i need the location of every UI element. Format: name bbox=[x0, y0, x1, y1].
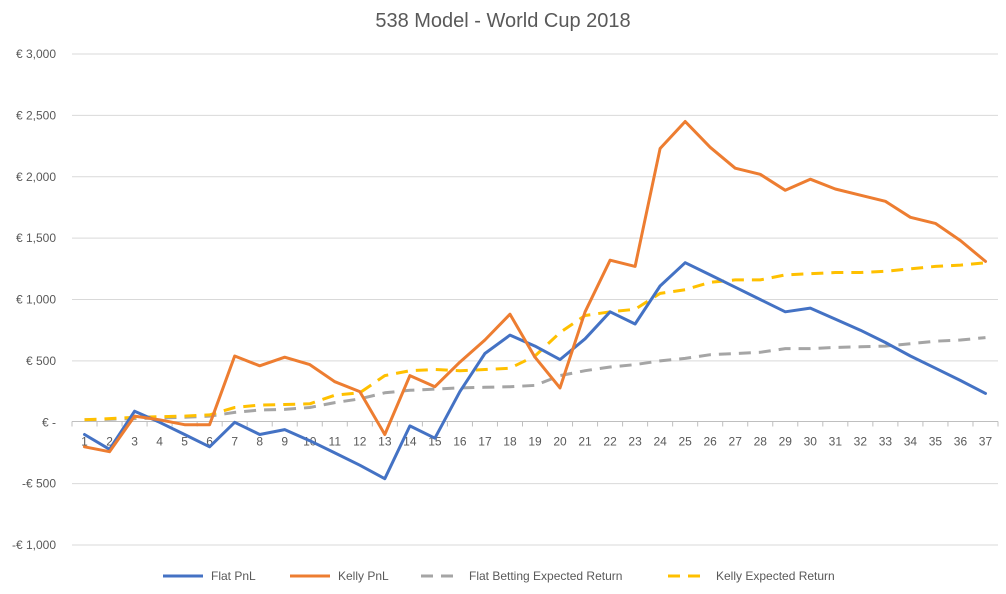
x-tick-label: 17 bbox=[478, 435, 492, 449]
legend-label: Flat Betting Expected Return bbox=[469, 569, 622, 583]
gridlines bbox=[72, 53, 998, 546]
x-tick-label: 32 bbox=[854, 435, 868, 449]
x-tick-label: 7 bbox=[231, 435, 238, 449]
series-line-flat-pnl bbox=[83, 261, 987, 481]
x-tick-label: 18 bbox=[503, 435, 517, 449]
x-tick-label: 27 bbox=[729, 435, 743, 449]
x-tick-label: 36 bbox=[954, 435, 968, 449]
legend-label: Kelly PnL bbox=[338, 569, 389, 583]
x-tick-label: 26 bbox=[704, 435, 718, 449]
legend: Flat PnL Kelly PnL Flat Betting Expected R… bbox=[163, 569, 835, 583]
x-tick-label: 5 bbox=[181, 435, 188, 449]
y-tick-label: -€ 500 bbox=[22, 477, 56, 491]
x-tick-label: 12 bbox=[353, 435, 367, 449]
legend-label: Kelly Expected Return bbox=[716, 569, 835, 583]
x-tick-label: 25 bbox=[678, 435, 692, 449]
x-tick-label: 34 bbox=[904, 435, 918, 449]
x-tick-label: 3 bbox=[131, 435, 138, 449]
y-tick-label: € 1,000 bbox=[16, 293, 56, 307]
series-lines bbox=[83, 120, 987, 481]
series-line-flat-betting-expected-return bbox=[84, 336, 986, 422]
x-tick-label: 9 bbox=[281, 435, 288, 449]
x-tick-label: 33 bbox=[879, 435, 893, 449]
x-tick-label: 37 bbox=[979, 435, 993, 449]
x-tick-label: 13 bbox=[378, 435, 392, 449]
x-tick-label: 22 bbox=[603, 435, 617, 449]
x-tick-label: 23 bbox=[628, 435, 642, 449]
y-tick-label: € 2,500 bbox=[16, 108, 56, 122]
x-tick-label: 2 bbox=[106, 435, 113, 449]
x-tick-label: 29 bbox=[779, 435, 793, 449]
series-line-kelly-pnl bbox=[83, 120, 987, 454]
y-tick-label: € 3,000 bbox=[16, 47, 56, 61]
x-tick-label: 24 bbox=[653, 435, 667, 449]
y-tick-label: € 1,500 bbox=[16, 231, 56, 245]
x-tick-label: 19 bbox=[528, 435, 542, 449]
y-tick-label: € 2,000 bbox=[16, 170, 56, 184]
x-tick-label: 14 bbox=[403, 435, 417, 449]
x-tick-label: 35 bbox=[929, 435, 943, 449]
x-tick-label: 8 bbox=[256, 435, 263, 449]
x-tick-label: 28 bbox=[754, 435, 768, 449]
y-tick-label: € - bbox=[42, 415, 56, 429]
x-tick-label: 4 bbox=[156, 435, 163, 449]
legend-label: Flat PnL bbox=[211, 569, 256, 583]
x-tick-label: 31 bbox=[829, 435, 843, 449]
y-tick-label: € 500 bbox=[26, 354, 56, 368]
y-axis-ticks: € 3,000 € 2,500 € 2,000 € 1,500 € 1,000 € 500… bbox=[12, 47, 56, 552]
x-tick-label: 21 bbox=[578, 435, 592, 449]
x-tick-label: 11 bbox=[329, 435, 342, 449]
chart-title: 538 Model - World Cup 2018 bbox=[375, 10, 630, 32]
x-tick-label: 16 bbox=[453, 435, 467, 449]
x-tick-label: 20 bbox=[553, 435, 567, 449]
y-tick-label: -€ 1,000 bbox=[12, 538, 56, 552]
x-tick-label: 30 bbox=[804, 435, 818, 449]
x-tick-label: 1 bbox=[81, 435, 88, 449]
x-tick-label: 6 bbox=[206, 435, 213, 449]
